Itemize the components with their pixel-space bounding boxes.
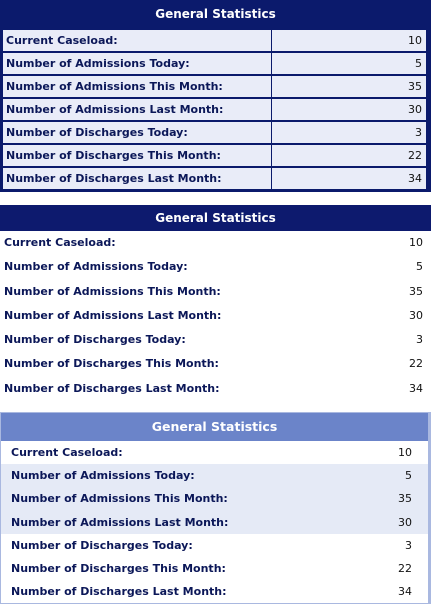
row-label: Current Caseload: bbox=[11, 446, 123, 459]
row-label: Number of Admissions Today: bbox=[2, 52, 272, 75]
row-value: 30 bbox=[398, 515, 412, 529]
table-row: Number of Admissions Today: 5 bbox=[2, 52, 427, 75]
table-row: Number of Admissions This Month: 35 bbox=[0, 280, 431, 304]
row-value: 22 bbox=[409, 357, 423, 371]
row-label: Number of Discharges This Month: bbox=[11, 561, 226, 575]
table-row: Number of Admissions This Month: 35 bbox=[1, 487, 428, 511]
row-value: 5 bbox=[405, 469, 412, 483]
table-row: Current Caseload: 10 bbox=[1, 441, 428, 464]
row-value: 5 bbox=[416, 260, 423, 274]
row-label: Number of Admissions Today: bbox=[11, 469, 195, 483]
row-value: 30 bbox=[272, 98, 427, 121]
table-row: Number of Discharges Today: 3 bbox=[0, 328, 431, 352]
row-value: 3 bbox=[416, 333, 423, 347]
table-row: Number of Admissions Today: 5 bbox=[0, 255, 431, 279]
row-value: 22 bbox=[398, 561, 412, 575]
table-row: Number of Discharges Last Month: 34 bbox=[0, 377, 431, 401]
row-value: 35 bbox=[398, 492, 412, 506]
table-row: Number of Discharges This Month: 22 bbox=[2, 144, 427, 167]
row-label: Current Caseload: bbox=[2, 29, 272, 52]
table-row: Number of Discharges Last Month: 34 bbox=[1, 580, 428, 603]
row-label: Number of Admissions This Month: bbox=[11, 492, 228, 506]
table-row: Number of Admissions This Month: 35 bbox=[2, 75, 427, 98]
table-header: General Statistics bbox=[1, 413, 428, 441]
stats-table: General Statistics Current Caseload: 10 Num… bbox=[0, 205, 431, 401]
row-label: Number of Admissions Last Month: bbox=[4, 308, 222, 322]
row-label: Number of Discharges This Month: bbox=[4, 357, 219, 371]
table-row: Number of Discharges Today: 3 bbox=[1, 534, 428, 557]
row-label: Number of Discharges This Month: bbox=[2, 144, 272, 167]
row-label: Number of Admissions Today: bbox=[4, 260, 188, 274]
row-value: 35 bbox=[409, 284, 423, 298]
row-value: 10 bbox=[409, 236, 423, 249]
table-row: Current Caseload: 10 bbox=[2, 29, 427, 52]
row-value: 34 bbox=[272, 167, 427, 190]
table-row: Number of Admissions Last Month: 30 bbox=[0, 304, 431, 328]
table-row: Current Caseload: 10 bbox=[0, 231, 431, 255]
stats-table: General Statistics Current Caseload: 10 Num… bbox=[0, 412, 431, 605]
row-value: 10 bbox=[398, 446, 412, 459]
row-label: Number of Discharges Last Month: bbox=[4, 381, 220, 395]
row-label: Number of Admissions This Month: bbox=[2, 75, 272, 98]
row-label: Number of Discharges Today: bbox=[2, 121, 272, 144]
table-row: Number of Admissions Last Month: 30 bbox=[2, 98, 427, 121]
table-row: Number of Discharges This Month: 22 bbox=[0, 352, 431, 376]
row-label: Number of Admissions This Month: bbox=[4, 284, 221, 298]
table-row: Number of Discharges This Month: 22 bbox=[1, 557, 428, 580]
row-value: 3 bbox=[405, 538, 412, 552]
row-value: 3 bbox=[272, 121, 427, 144]
row-label: Number of Discharges Last Month: bbox=[11, 585, 227, 599]
table-header: General Statistics bbox=[0, 205, 431, 231]
row-label: Number of Discharges Today: bbox=[11, 538, 193, 552]
row-value: 34 bbox=[409, 381, 423, 395]
stats-table: General Statistics Current Caseload: 10 Num… bbox=[0, 0, 431, 192]
row-label: Number of Admissions Last Month: bbox=[2, 98, 272, 121]
row-value: 10 bbox=[272, 29, 427, 52]
row-label: Number of Discharges Last Month: bbox=[2, 167, 272, 190]
table-row: Number of Admissions Today: 5 bbox=[1, 464, 428, 488]
row-value: 30 bbox=[409, 308, 423, 322]
row-value: 22 bbox=[272, 144, 427, 167]
table-row: Number of Admissions Last Month: 30 bbox=[1, 510, 428, 534]
row-label: Number of Admissions Last Month: bbox=[11, 515, 229, 529]
row-value: 34 bbox=[398, 585, 412, 599]
table-header: General Statistics bbox=[0, 0, 431, 29]
row-label: Number of Discharges Today: bbox=[4, 333, 186, 347]
table-row: Number of Discharges Today: 3 bbox=[2, 121, 427, 144]
table-row: Number of Discharges Last Month: 34 bbox=[2, 167, 427, 190]
row-value: 5 bbox=[272, 52, 427, 75]
row-value: 35 bbox=[272, 75, 427, 98]
row-label: Current Caseload: bbox=[4, 236, 116, 249]
